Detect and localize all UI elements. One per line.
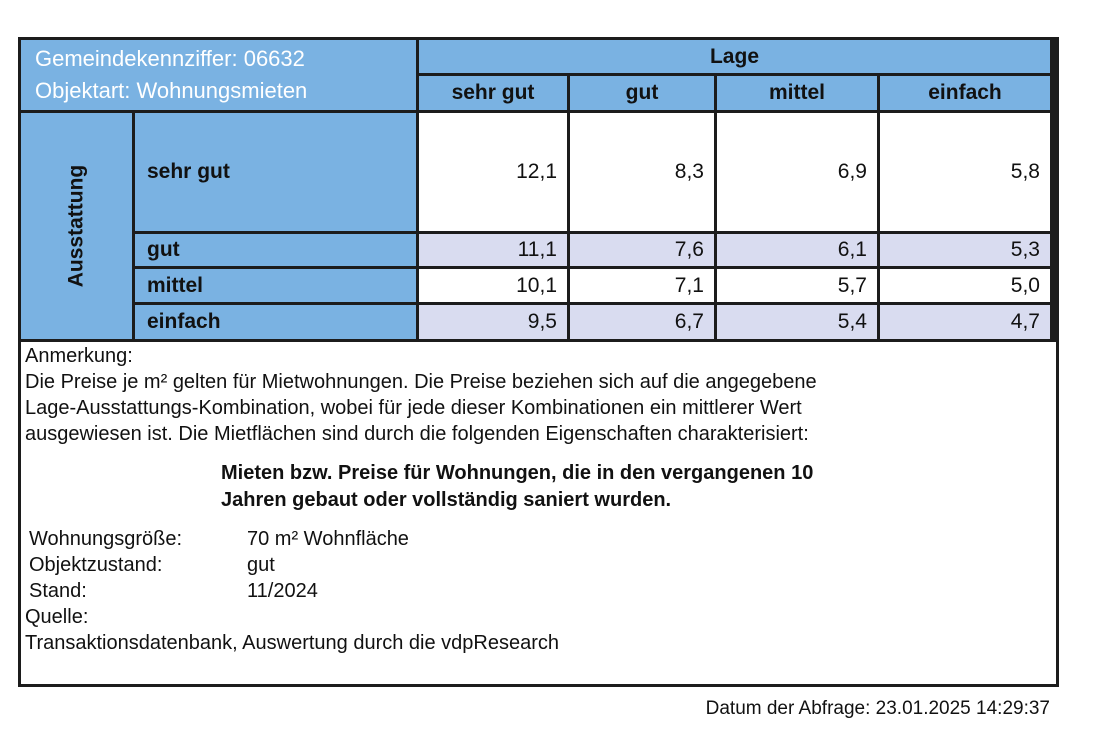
objektart-label: Objektart: Wohnungsmieten <box>35 78 308 103</box>
field-label: Stand: <box>29 580 87 602</box>
field-value: 11/2024 <box>247 580 318 602</box>
query-date: Datum der Abfrage: 23.01.2025 14:29:37 <box>705 698 1050 719</box>
row-label-mittel: mittel <box>135 269 416 302</box>
field-value: 70 m² Wohnfläche <box>247 528 409 550</box>
field-label: Wohnungsgröße: <box>29 528 183 550</box>
field-label: Objektzustand: <box>29 554 163 576</box>
field-value: gut <box>247 554 275 576</box>
notes-section: Anmerkung: Die Preise je m² gelten für M… <box>21 339 1056 684</box>
report-box: Gemeindekennziffer: 06632 Objektart: Woh… <box>18 37 1059 687</box>
highlight-note: Mieten bzw. Preise für Wohnungen, die in… <box>221 460 1052 514</box>
rent-value: 7,6 <box>570 234 714 266</box>
rent-value: 6,7 <box>570 305 714 339</box>
highlight-line: Jahren gebaut oder vollständig saniert w… <box>221 489 672 511</box>
rent-value: 5,4 <box>717 305 877 339</box>
ausstattung-axis-label: Ausstattung <box>64 164 88 288</box>
col-header-mittel: mittel <box>717 76 877 110</box>
anmerkung-paragraph-line: Lage-Ausstattungs-Kombination, wobei für… <box>25 397 802 419</box>
anmerkung-paragraph-line: ausgewiesen ist. Die Mietflächen sind du… <box>25 423 809 445</box>
rent-value: 5,3 <box>880 234 1050 266</box>
ausstattung-axis-cell: Ausstattung <box>21 113 132 339</box>
field-row-stand: Stand: 11/2024 <box>29 578 1052 604</box>
rent-value: 5,0 <box>880 269 1050 302</box>
table-title-cell: Gemeindekennziffer: 06632 Objektart: Woh… <box>21 40 416 110</box>
field-row-wohnungsgroesse: Wohnungsgröße: 70 m² Wohnfläche <box>29 526 1052 552</box>
rent-value: 5,8 <box>880 113 1050 231</box>
anmerkung-paragraph-line: Die Preise je m² gelten für Mietwohnunge… <box>25 371 817 393</box>
row-label-einfach: einfach <box>135 305 416 339</box>
rent-value: 6,1 <box>717 234 877 266</box>
col-header-gut: gut <box>570 76 714 110</box>
quelle-value: Transaktionsdatenbank, Auswertung durch … <box>25 632 560 654</box>
rent-value: 11,1 <box>419 234 567 266</box>
anmerkung-title: Anmerkung: <box>25 345 133 367</box>
rent-value: 4,7 <box>880 305 1050 339</box>
row-label-gut: gut <box>135 234 416 266</box>
rent-value: 12,1 <box>419 113 567 231</box>
row-label-sehr-gut: sehr gut <box>135 113 416 231</box>
rent-value: 10,1 <box>419 269 567 302</box>
col-header-einfach: einfach <box>880 76 1050 110</box>
field-row-objektzustand: Objektzustand: gut <box>29 552 1052 578</box>
quelle-label: Quelle: <box>25 606 89 628</box>
property-fields: Wohnungsgröße: 70 m² Wohnfläche Objektzu… <box>29 526 1052 604</box>
rent-value: 5,7 <box>717 269 877 302</box>
rent-value: 9,5 <box>419 305 567 339</box>
rent-value: 6,9 <box>717 113 877 231</box>
col-header-sehr-gut: sehr gut <box>419 76 567 110</box>
rent-matrix-table: Gemeindekennziffer: 06632 Objektart: Woh… <box>21 40 1056 339</box>
highlight-line: Mieten bzw. Preise für Wohnungen, die in… <box>221 462 814 484</box>
gemeindekennziffer-label: Gemeindekennziffer: 06632 <box>35 46 305 71</box>
rent-value: 8,3 <box>570 113 714 231</box>
lage-header: Lage <box>419 40 1050 73</box>
rent-value: 7,1 <box>570 269 714 302</box>
